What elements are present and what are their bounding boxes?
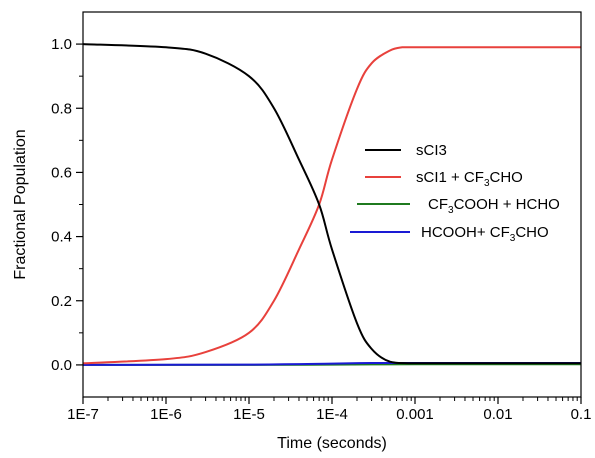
x-tick-label: 1E-7	[67, 406, 99, 423]
y-tick-label: 0.4	[51, 229, 72, 246]
x-axis: 1E-7 1E-6 1E-5 1E-4 0.001 0.01 0.1	[67, 397, 591, 423]
y-axis-title: Fractional Population	[12, 129, 29, 279]
x-tick-label: 0.1	[571, 406, 592, 423]
y-tick-label: 0.0	[51, 357, 72, 374]
legend-subscript: 3	[448, 205, 454, 216]
y-tick-label: 0.2	[51, 293, 72, 310]
legend-item-label: HCOOH+ CF3CHO	[421, 224, 549, 244]
legend-item-label: sCI1 + CF3CHO	[416, 169, 523, 189]
x-axis-title: Time (seconds)	[277, 435, 387, 452]
legend-text-part: CF	[428, 196, 448, 213]
legend-item-label: sCI3	[416, 142, 447, 159]
y-tick-label: 0.6	[51, 164, 72, 181]
y-axis: 0.0 0.2 0.4 0.6 0.8 1.0	[51, 36, 83, 374]
plot-lines	[82, 43, 581, 366]
series-line-sci3	[82, 43, 581, 365]
x-tick-label: 1E-4	[316, 406, 348, 423]
x-tick-label: 0.001	[396, 406, 434, 423]
legend-item-label: CF3COOH + HCHO	[428, 196, 560, 216]
legend-text-part: HCOOH+ CF	[421, 224, 510, 241]
legend-subscript: 3	[484, 178, 490, 189]
y-tick-label: 0.8	[51, 100, 72, 117]
legend-text-part: CHO	[515, 224, 548, 241]
x-tick-label: 1E-6	[150, 406, 182, 423]
legend-text-part: COOH + HCHO	[454, 196, 560, 213]
x-tick-label: 0.01	[483, 406, 512, 423]
y-tick-label: 1.0	[51, 36, 72, 53]
legend-subscript: 3	[510, 233, 516, 244]
legend-text-part: sCI1 + CF	[416, 169, 484, 186]
series-line-sci1-cf3cho	[82, 46, 581, 365]
legend-text-part: CHO	[490, 169, 523, 186]
x-tick-label: 1E-5	[233, 406, 265, 423]
